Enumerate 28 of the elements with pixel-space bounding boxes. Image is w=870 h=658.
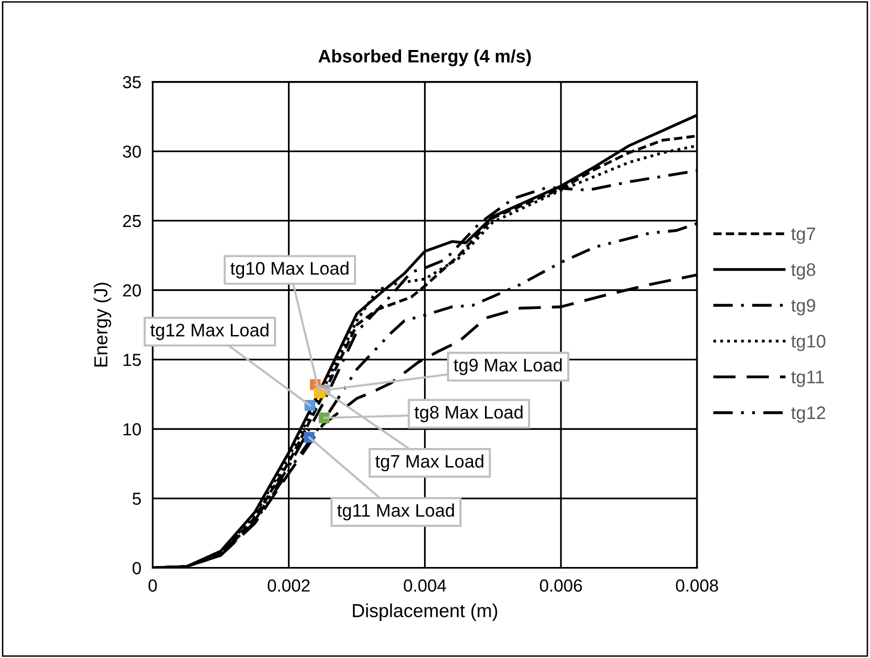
legend-label: tg12	[791, 406, 826, 423]
legend-label: tg9	[791, 299, 816, 316]
y-tick-label: 30	[122, 145, 141, 158]
x-tick-label: 0.004	[404, 579, 446, 592]
legend-label: tg11	[791, 370, 824, 387]
legend-label: tg8	[791, 263, 816, 280]
y-tick-label: 0	[132, 562, 141, 574]
y-tick-label: 25	[123, 214, 141, 228]
annotation: tg11 Max Load	[337, 504, 454, 520]
y-tick-label: 15	[124, 354, 141, 366]
x-tick-label: 0	[148, 579, 157, 592]
x-axis-title: Displacement (m)	[352, 603, 498, 621]
annotation: tg12 Max Load	[150, 323, 268, 340]
x-tick-label: 0.008	[676, 579, 718, 592]
annotation: tg9 Max Load	[454, 358, 562, 376]
chart-title: Absorbed Energy (4 m/s)	[318, 49, 531, 66]
y-tick-label: 5	[132, 492, 141, 505]
x-tick-label: 0.006	[540, 579, 582, 592]
legend-label: tg7	[791, 228, 816, 244]
annotation: tg7 Max Load	[375, 454, 484, 472]
y-tick-label: 10	[124, 423, 141, 436]
y-axis-title: Energy (J)	[94, 282, 112, 367]
annotation: tg8 Max Load	[414, 405, 523, 422]
legend-label: tg10	[791, 334, 826, 352]
y-tick-label: 35	[122, 76, 141, 88]
x-tick-label: 0.002	[268, 579, 310, 592]
y-tick-label: 20	[123, 284, 141, 297]
annotation: tg10 Max Load	[230, 262, 348, 278]
